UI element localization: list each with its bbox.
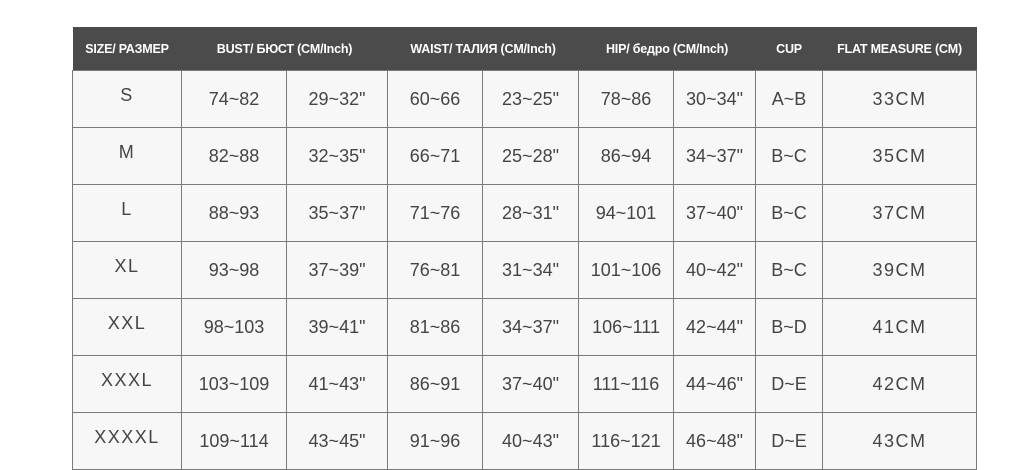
table-row: XXL 98~103 39~41" 81~86 34~37" 106~111 42~44" B… <box>72 298 978 356</box>
cell-flat-measure: 39CM <box>822 241 978 299</box>
cell-cup: B~C <box>755 127 824 185</box>
size-chart-table: SIZE/ РАЗМЕР BUST/ БЮСТ (CM/Inch) WAIST/… <box>72 27 978 470</box>
table-row: XXXXL 109~114 43~45" 91~96 40~43" 116~121 46~4… <box>72 412 978 470</box>
cell-bust-cm: 93~98 <box>181 241 287 299</box>
cell-hip-cm: 86~94 <box>578 127 675 185</box>
cell-cup: A~B <box>755 70 824 128</box>
cell-size: M <box>72 127 182 185</box>
cell-hip-inch: 30~34" <box>673 70 757 128</box>
cell-size: L <box>72 184 182 242</box>
cell-waist-cm: 81~86 <box>387 298 484 356</box>
cell-waist-inch: 31~34" <box>482 241 580 299</box>
cell-bust-cm: 103~109 <box>181 355 287 413</box>
cell-waist-inch: 25~28" <box>482 127 580 185</box>
header-cup: CUP <box>755 27 823 71</box>
cell-bust-inch: 41~43" <box>285 355 389 413</box>
cell-cup: B~C <box>755 184 824 242</box>
cell-waist-inch: 34~37" <box>482 298 580 356</box>
cell-hip-cm: 116~121 <box>578 412 675 470</box>
cell-waist-inch: 28~31" <box>482 184 580 242</box>
header-size: SIZE/ РАЗМЕР <box>72 27 182 71</box>
cell-bust-inch: 29~32" <box>285 70 389 128</box>
cell-bust-inch: 35~37" <box>285 184 389 242</box>
cell-cup: B~C <box>755 241 824 299</box>
cell-bust-inch: 37~39" <box>285 241 389 299</box>
cell-size: S <box>72 70 182 128</box>
cell-bust-cm: 109~114 <box>181 412 287 470</box>
cell-hip-inch: 34~37" <box>673 127 757 185</box>
cell-bust-inch: 39~41" <box>285 298 389 356</box>
cell-waist-inch: 23~25" <box>482 70 580 128</box>
table-row: XXXL 103~109 41~43" 86~91 37~40" 111~116 44~46… <box>72 355 978 413</box>
cell-flat-measure: 37CM <box>822 184 978 242</box>
cell-bust-cm: 98~103 <box>181 298 287 356</box>
cell-hip-cm: 78~86 <box>578 70 675 128</box>
cell-flat-measure: 43CM <box>822 412 978 470</box>
cell-bust-cm: 74~82 <box>181 70 287 128</box>
cell-size: XXL <box>72 298 182 356</box>
cell-hip-cm: 101~106 <box>578 241 675 299</box>
header-hip: HIP/ бедро (CM/Inch) <box>578 27 756 71</box>
cell-bust-cm: 82~88 <box>181 127 287 185</box>
cell-hip-cm: 106~111 <box>578 298 675 356</box>
cell-bust-inch: 32~35" <box>285 127 389 185</box>
cell-cup: D~E <box>755 355 824 413</box>
cell-hip-inch: 44~46" <box>673 355 757 413</box>
cell-hip-inch: 42~44" <box>673 298 757 356</box>
cell-waist-cm: 60~66 <box>387 70 484 128</box>
cell-hip-inch: 40~42" <box>673 241 757 299</box>
cell-cup: B~D <box>755 298 824 356</box>
header-flat-measure: FLAT MEASURE (CM) <box>822 27 977 71</box>
table-row: M 82~88 32~35" 66~71 25~28" 86~94 34~37" B~C 35C… <box>72 127 978 185</box>
table-row: XL 93~98 37~39" 76~81 31~34" 101~106 40~42" B~C… <box>72 241 978 299</box>
cell-hip-inch: 46~48" <box>673 412 757 470</box>
header-bust: BUST/ БЮСТ (CM/Inch) <box>181 27 388 71</box>
table-row: L 88~93 35~37" 71~76 28~31" 94~101 37~40" B~C 37… <box>72 184 978 242</box>
cell-hip-cm: 94~101 <box>578 184 675 242</box>
cell-hip-inch: 37~40" <box>673 184 757 242</box>
cell-size: XL <box>72 241 182 299</box>
cell-cup: D~E <box>755 412 824 470</box>
cell-size: XXXL <box>72 355 182 413</box>
cell-waist-cm: 91~96 <box>387 412 484 470</box>
cell-waist-inch: 37~40" <box>482 355 580 413</box>
cell-flat-measure: 41CM <box>822 298 978 356</box>
cell-flat-measure: 35CM <box>822 127 978 185</box>
cell-size: XXXXL <box>72 412 182 470</box>
header-row: SIZE/ РАЗМЕР BUST/ БЮСТ (CM/Inch) WAIST/… <box>72 27 977 71</box>
cell-waist-inch: 40~43" <box>482 412 580 470</box>
cell-bust-cm: 88~93 <box>181 184 287 242</box>
cell-waist-cm: 66~71 <box>387 127 484 185</box>
cell-flat-measure: 33CM <box>822 70 978 128</box>
cell-waist-cm: 76~81 <box>387 241 484 299</box>
cell-waist-cm: 71~76 <box>387 184 484 242</box>
cell-hip-cm: 111~116 <box>578 355 675 413</box>
header-waist: WAIST/ ТАЛИЯ (CM/Inch) <box>387 27 579 71</box>
cell-bust-inch: 43~45" <box>285 412 389 470</box>
cell-flat-measure: 42CM <box>822 355 978 413</box>
table-row: S 74~82 29~32" 60~66 23~25" 78~86 30~34" A~B 33C… <box>72 70 978 128</box>
cell-waist-cm: 86~91 <box>387 355 484 413</box>
